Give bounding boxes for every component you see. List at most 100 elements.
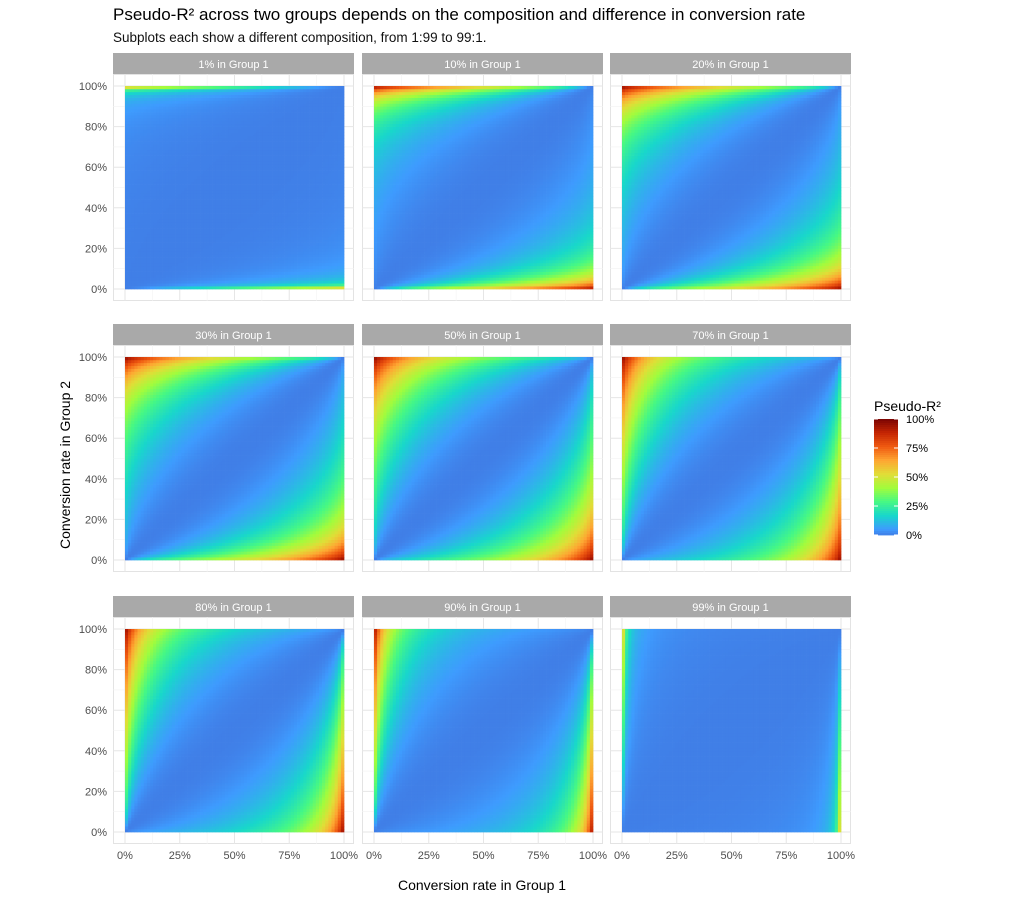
heatmap-cell <box>181 207 185 212</box>
heatmap-cell <box>312 254 317 258</box>
heatmap-cell <box>247 204 251 209</box>
heatmap-cell <box>278 146 282 151</box>
heatmap-cell <box>159 167 163 171</box>
heatmap-cell <box>256 129 260 133</box>
heatmap-cell <box>231 94 235 98</box>
heatmap-cell <box>243 219 248 223</box>
heatmap-cell <box>243 115 248 119</box>
heatmap-cell <box>234 132 238 136</box>
heatmap-cell <box>293 164 298 168</box>
heatmap-cell <box>200 115 204 119</box>
heatmap-cell <box>250 181 254 185</box>
heatmap-cell <box>247 123 251 127</box>
heatmap-cell <box>334 170 339 174</box>
heatmap-cell <box>243 271 248 275</box>
heatmap-cell <box>234 239 238 243</box>
heatmap-cell <box>228 207 232 212</box>
heatmap-cell <box>168 91 173 96</box>
heatmap-cell <box>328 196 332 200</box>
heatmap-cell <box>196 175 201 180</box>
heatmap-cell <box>218 109 223 113</box>
heatmap-cell <box>253 138 257 142</box>
heatmap-cell <box>290 187 295 191</box>
heatmap-cell <box>178 167 182 171</box>
heatmap-cell <box>278 152 282 156</box>
heatmap-cell <box>243 167 248 171</box>
heatmap-cell <box>231 103 235 107</box>
heatmap-cell <box>206 112 210 116</box>
heatmap-cell <box>243 283 248 287</box>
heatmap-cell <box>196 149 201 154</box>
heatmap-cell <box>268 216 273 220</box>
heatmap-cell <box>134 167 138 171</box>
heatmap-cell <box>297 254 301 258</box>
heatmap-cell <box>178 187 182 191</box>
heatmap-cell <box>256 170 260 174</box>
heatmap-cell <box>153 239 157 243</box>
heatmap-cell <box>156 239 160 243</box>
heatmap-cell <box>256 216 260 220</box>
heatmap-cell <box>290 242 295 246</box>
heatmap-cell <box>265 254 270 258</box>
heatmap-cell <box>134 233 138 238</box>
heatmap-cell <box>181 222 185 226</box>
heatmap-cell <box>240 271 245 275</box>
heatmap-cell <box>181 265 185 270</box>
heatmap-cell <box>156 103 160 107</box>
heatmap-cell <box>234 184 238 188</box>
heatmap-cell <box>212 117 217 122</box>
heatmap-cell <box>278 187 282 191</box>
heatmap-cell <box>250 210 254 214</box>
heatmap-cell <box>262 286 267 290</box>
heatmap-cell <box>221 161 226 165</box>
heatmap-cell <box>125 112 129 116</box>
heatmap-cell <box>200 193 204 197</box>
heatmap-cell <box>262 149 267 154</box>
heatmap-cell <box>153 271 157 275</box>
heatmap-cell <box>281 286 285 290</box>
heatmap-cell <box>243 204 248 209</box>
heatmap-cell <box>231 265 235 270</box>
heatmap-cell <box>156 196 160 200</box>
heatmap-cell <box>253 236 257 241</box>
heatmap-cell <box>290 86 295 90</box>
heatmap-cell <box>146 236 151 241</box>
heatmap-cell <box>134 283 138 287</box>
heatmap-cell <box>312 88 317 93</box>
heatmap-cell <box>215 265 220 270</box>
heatmap-cell <box>162 141 167 145</box>
heatmap-cell <box>125 117 129 122</box>
heatmap-cell <box>275 280 279 284</box>
heatmap-cell <box>218 248 223 252</box>
heatmap-cell <box>272 103 276 107</box>
heatmap-cell <box>156 170 160 174</box>
heatmap-cell <box>340 123 345 127</box>
heatmap-cell <box>272 161 276 165</box>
heatmap-cell <box>256 242 260 246</box>
heatmap-cell <box>206 175 210 180</box>
heatmap-cell <box>322 146 326 151</box>
heatmap-cell <box>293 274 298 278</box>
heatmap-cell <box>287 181 292 185</box>
heatmap-cell <box>159 164 163 168</box>
heatmap-cell <box>275 236 279 241</box>
heatmap-cell <box>312 239 317 243</box>
heatmap-cell <box>312 152 317 156</box>
heatmap-cell <box>284 233 289 238</box>
heatmap-cell <box>337 286 342 290</box>
heatmap-cell <box>171 242 176 246</box>
heatmap-cell <box>146 109 151 113</box>
heatmap-cell <box>253 97 257 101</box>
heatmap-cell <box>325 164 329 168</box>
heatmap-cell <box>331 274 335 278</box>
heatmap-cell <box>243 213 248 217</box>
heatmap-cell <box>322 225 326 229</box>
heatmap-cell <box>146 222 151 226</box>
heatmap-cell <box>190 228 195 232</box>
heatmap-cell <box>272 251 276 255</box>
heatmap-cell <box>168 181 173 185</box>
heatmap-cell <box>309 225 314 229</box>
heatmap-cell <box>200 242 204 246</box>
heatmap-cell <box>221 149 226 154</box>
heatmap-cell <box>159 175 163 180</box>
